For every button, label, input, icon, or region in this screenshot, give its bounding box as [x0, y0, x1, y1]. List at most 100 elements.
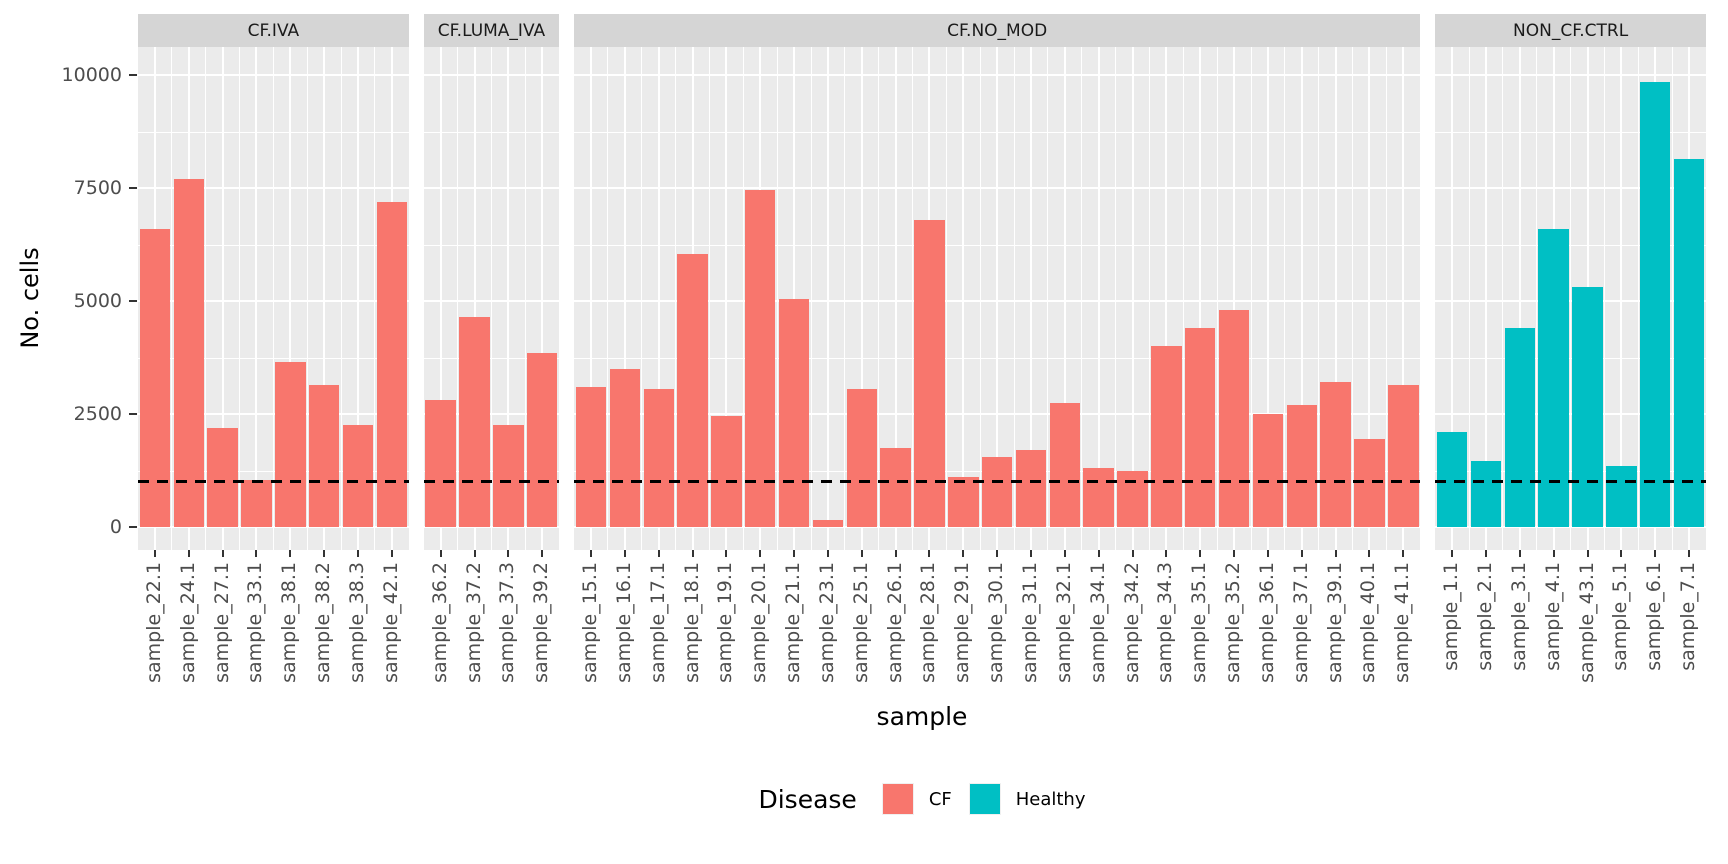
- x-tick: [1688, 550, 1691, 557]
- gridline-v-major: [793, 47, 796, 550]
- bar-sample_34.3: [1151, 346, 1182, 527]
- panel: [1435, 47, 1706, 550]
- gridline-v-minor: [1182, 47, 1184, 550]
- x-tick: [928, 550, 931, 557]
- gridline-v-major: [1131, 47, 1134, 550]
- gridline-v-major: [507, 47, 510, 550]
- legend-swatch-healthy: [968, 783, 1001, 815]
- gridline-v-minor: [979, 47, 981, 550]
- y-tick: [129, 526, 137, 528]
- gridline-v-major: [1300, 47, 1303, 550]
- bar-sample_38.1: [275, 362, 306, 527]
- x-tick: [289, 550, 292, 557]
- gridline-v-minor: [306, 47, 308, 550]
- gridline-v-major: [826, 47, 829, 550]
- x-tick: [1131, 550, 1134, 557]
- gridline-v-major: [725, 47, 728, 550]
- gridline-v-minor: [709, 47, 710, 550]
- bar-sample_21.1: [778, 298, 810, 527]
- bar-sample_32.1: [1049, 402, 1081, 527]
- gridline-v-minor: [1115, 47, 1117, 550]
- gridline-v-minor: [340, 47, 342, 550]
- threshold-line: [574, 480, 1421, 484]
- gridline-v-minor: [1536, 47, 1538, 550]
- x-tick: [1233, 550, 1236, 557]
- x-tick: [187, 550, 190, 557]
- gridline-v-minor: [205, 47, 207, 550]
- bar-sample_39.1: [1320, 382, 1351, 527]
- gridline-v-major: [860, 47, 863, 550]
- gridline-v-minor: [607, 47, 609, 550]
- gridline-v-minor: [1468, 47, 1470, 550]
- x-tick: [1518, 550, 1521, 557]
- x-tick: [1030, 550, 1033, 557]
- x-tick: [473, 550, 476, 557]
- x-tick: [1552, 550, 1555, 557]
- legend-swatch-cf: [881, 783, 914, 815]
- facet-NON_CF.CTRL: NON_CF.CTRL sample_1.1 sample_2.1 sample_3.…: [1435, 14, 1706, 703]
- gridline-v-major: [894, 47, 897, 550]
- gridline-v-minor: [490, 47, 492, 550]
- x-tick: [725, 550, 728, 557]
- bar-sample_2.1: [1470, 461, 1502, 527]
- gridline-v-major: [541, 47, 544, 550]
- facet-strip: CF.IVA: [138, 14, 409, 47]
- gridline-v-major: [356, 47, 359, 550]
- gridline-v-minor: [457, 47, 459, 550]
- bar-sample_37.3: [493, 425, 524, 527]
- bar-sample_3.1: [1504, 328, 1536, 527]
- gridline-v-minor: [374, 47, 376, 550]
- bar-sample_38.2: [308, 384, 340, 527]
- x-tick: [962, 550, 965, 557]
- gridline-v-minor: [1570, 47, 1572, 550]
- x-tick: [1402, 550, 1405, 557]
- facet-CF.IVA: CF.IVA sample_22.1 sample_24.1 sample_27.1 s…: [138, 14, 409, 703]
- gridline-v-minor: [1671, 47, 1673, 550]
- y-tick: [129, 413, 137, 415]
- gridline-v-major: [1620, 47, 1623, 550]
- bar-sample_20.1: [745, 190, 776, 527]
- x-tick: [1586, 550, 1589, 557]
- gridline-v-minor: [878, 47, 880, 550]
- panel: [574, 47, 1421, 550]
- gridline-v-minor: [1250, 47, 1252, 550]
- x-tick: [1097, 550, 1100, 557]
- gridline-v-minor: [1148, 47, 1150, 550]
- x-tick: [323, 550, 326, 557]
- gridline-v-minor: [1318, 47, 1320, 550]
- x-tick: [793, 550, 796, 557]
- panel: [423, 47, 560, 550]
- gridline-v-minor: [1047, 47, 1049, 550]
- bar-sample_25.1: [846, 389, 878, 527]
- gridline-v-major: [1334, 47, 1337, 550]
- x-labels: sample_15.1 sample_16.1 sample_17.1 sample_…: [574, 557, 1420, 703]
- gridline-v-major: [221, 47, 224, 550]
- x-tick-label: sample_7.1: [1677, 562, 1700, 671]
- bar-sample_34.2: [1117, 470, 1148, 527]
- bar-sample_39.2: [526, 352, 558, 527]
- gridline-v-major: [1165, 47, 1168, 550]
- panels-row: CF.IVA sample_22.1 sample_24.1 sample_27.1 s…: [138, 14, 1706, 703]
- gridline-v-major: [1402, 47, 1405, 550]
- bar-sample_22.1: [139, 228, 171, 527]
- gridline-v-major: [1233, 47, 1236, 550]
- legend: Disease CF Healthy: [138, 783, 1706, 815]
- x-tick: [255, 550, 258, 557]
- x-tick: [691, 550, 694, 557]
- y-tick-label: 0: [109, 516, 122, 538]
- x-tick: [390, 550, 393, 557]
- gridline-v-minor: [272, 47, 274, 550]
- gridline-v-major: [1030, 47, 1033, 550]
- x-tick: [1451, 550, 1454, 557]
- y-tick-label: 5000: [73, 290, 122, 312]
- x-axis-title: sample: [876, 702, 968, 731]
- legend-label-cf: CF: [928, 788, 952, 810]
- y-tick: [129, 300, 137, 302]
- gridline-v-minor: [641, 47, 643, 550]
- bar-sample_1.1: [1436, 432, 1468, 527]
- y-tick: [129, 187, 137, 189]
- facet-CF.NO_MOD: CF.NO_MOD sample_15.1 sample_16.1 sample_17…: [574, 14, 1421, 703]
- facet-strip: CF.LUMA_IVA: [423, 14, 560, 47]
- gridline-v-minor: [1385, 47, 1387, 550]
- bar-sample_18.1: [677, 253, 708, 527]
